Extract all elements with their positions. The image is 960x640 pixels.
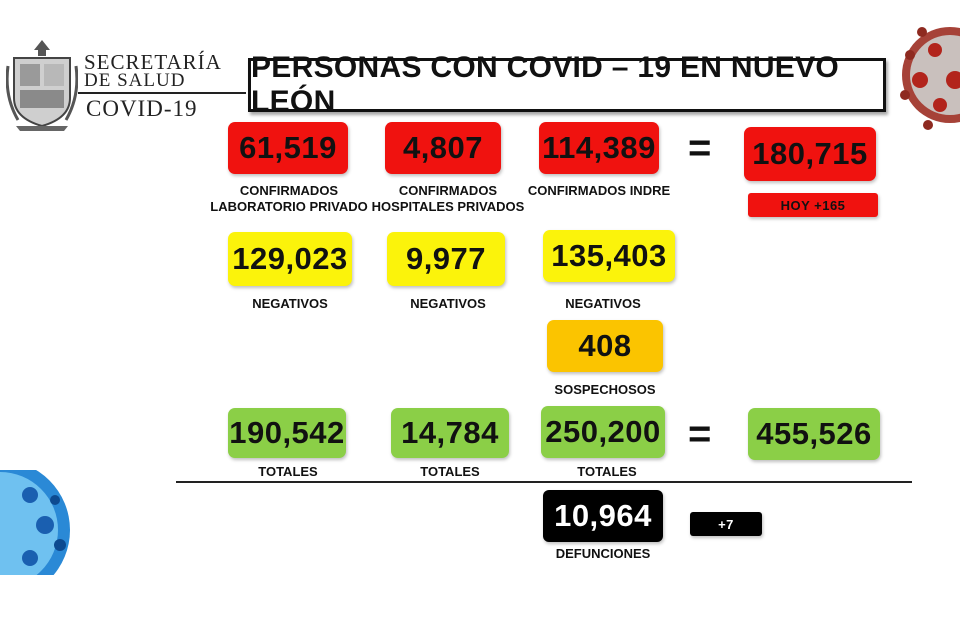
suspects-label: SOSPECHOSOS <box>554 382 656 397</box>
confirmed-lab-privado-value: 61,519 <box>228 122 348 174</box>
confirmed-lab-privado-label-1: CONFIRMADOS <box>239 183 339 198</box>
deaths-label: DEFUNCIONES <box>555 546 651 561</box>
confirmed-equals-sign: = <box>688 126 712 170</box>
confirmed-hosp-privados-label: CONFIRMADOS HOSPITALES PRIVADOS <box>368 183 528 215</box>
negatives-lab-privado-value: 129,023 <box>228 232 352 286</box>
confirmed-hosp-privados-label-1: CONFIRMADOS <box>398 183 498 198</box>
deaths-value: 10,964 <box>543 490 663 542</box>
totals-lab-privado-label: TOTALES <box>258 464 318 479</box>
confirmed-hosp-privados-label-2: HOSPITALES PRIVADOS <box>371 199 525 214</box>
logo-line-2: DE SALUD <box>84 70 186 91</box>
logo-line-3: COVID-19 <box>86 96 198 121</box>
confirmed-lab-privado-label-2: LABORATORIO PRIVADO <box>210 199 368 214</box>
confirmed-total-value: 180,715 <box>744 127 876 181</box>
negatives-indre-label: NEGATIVOS <box>565 296 641 311</box>
totals-hosp-privados-value: 14,784 <box>391 408 509 458</box>
totals-indre-label: TOTALES <box>577 464 637 479</box>
section-divider <box>176 481 912 483</box>
totals-indre-value: 250,200 <box>541 406 665 458</box>
totals-hosp-privados-label: TOTALES <box>420 464 480 479</box>
logo-line-1: SECRETARÍA <box>84 50 222 74</box>
negatives-lab-privado-label: NEGATIVOS <box>252 296 328 311</box>
virus-image-top-right <box>900 27 960 130</box>
confirmed-indre-label: CONFIRMADOS INDRE <box>527 183 671 198</box>
confirmed-indre-value: 114,389 <box>539 122 659 174</box>
negatives-hosp-privados-label: NEGATIVOS <box>410 296 486 311</box>
logo-divider <box>78 92 246 94</box>
confirmed-hosp-privados-value: 4,807 <box>385 122 501 174</box>
negatives-indre-value: 135,403 <box>543 230 675 282</box>
confirmed-lab-privado-label: CONFIRMADOS LABORATORIO PRIVADO <box>204 183 374 215</box>
suspects-value: 408 <box>547 320 663 372</box>
virus-image-bottom-left <box>0 470 70 575</box>
grand-total-value: 455,526 <box>748 408 880 460</box>
confirmed-today-badge: HOY +165 <box>748 193 878 217</box>
coat-of-arms-seal <box>6 40 78 131</box>
totals-equals-sign: = <box>688 412 712 456</box>
totals-lab-privado-value: 190,542 <box>228 408 346 458</box>
deaths-today-badge: +7 <box>690 512 762 536</box>
page-title: PERSONAS CON COVID – 19 EN NUEVO LEÓN <box>248 51 886 118</box>
negatives-hosp-privados-value: 9,977 <box>387 232 505 286</box>
